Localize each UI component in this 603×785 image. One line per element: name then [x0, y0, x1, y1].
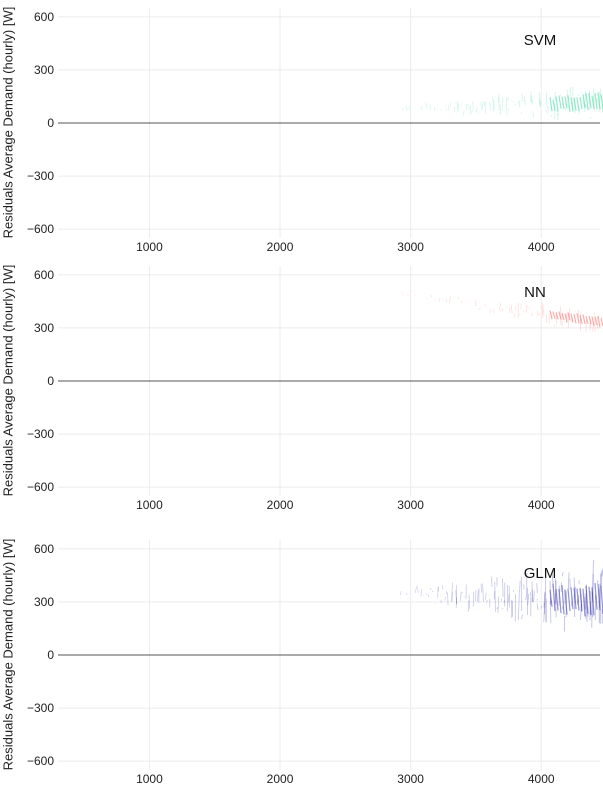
- series-segment: [554, 91, 556, 120]
- series-core-segment: [558, 95, 562, 109]
- series-segment: [483, 101, 486, 106]
- series-segment: [581, 91, 583, 94]
- series-segment: [475, 106, 478, 113]
- series-segment: [507, 96, 510, 102]
- series-segment: [532, 111, 535, 118]
- series-segment: [512, 101, 514, 103]
- series-segment: [429, 104, 432, 111]
- series-segment: [445, 108, 448, 111]
- series-segment: [577, 93, 580, 96]
- series-segment: [469, 105, 472, 115]
- series-segment: [425, 102, 427, 109]
- series-trace-svm: [402, 86, 603, 121]
- series-segment: [501, 97, 504, 111]
- series-segment: [523, 100, 525, 102]
- series-core-segment: [588, 92, 592, 109]
- series-core-segment: [576, 97, 580, 112]
- series-core-segment: [552, 99, 556, 111]
- series-segment: [493, 99, 495, 110]
- series-segment: [567, 104, 570, 110]
- series-segment: [524, 96, 526, 106]
- series-core-segment: [567, 95, 571, 112]
- series-core-segment: [579, 96, 583, 110]
- series-core-segment: [582, 94, 586, 109]
- series-core-segment: [570, 97, 574, 112]
- series-segment: [546, 110, 548, 115]
- series-segment: [589, 117, 592, 120]
- series-segment: [462, 109, 465, 116]
- series-core-segment: [561, 96, 565, 109]
- series-segment: [538, 92, 541, 107]
- series-segment: [472, 101, 474, 110]
- series-segment: [457, 103, 459, 112]
- series-segment: [530, 94, 532, 103]
- series-segment: [505, 97, 508, 111]
- series-segment: [584, 104, 587, 109]
- series-segment: [471, 109, 473, 113]
- series-core-segment: [549, 97, 553, 112]
- series-segment: [408, 106, 410, 110]
- series-core-segment: [573, 97, 577, 111]
- series-segment: [593, 95, 595, 112]
- series-core-segment: [597, 92, 601, 110]
- series-segment: [518, 100, 521, 108]
- series-segment: [481, 100, 484, 109]
- series-segment: [539, 98, 542, 108]
- series-core-segment: [591, 95, 595, 109]
- series-segment: [492, 96, 494, 113]
- series-segment: [557, 112, 559, 121]
- series-core-segment: [564, 96, 568, 109]
- series-core-segment: [555, 96, 559, 112]
- series-core-segment: [594, 92, 598, 110]
- series-segment: [584, 91, 586, 112]
- series-core-segment: [585, 93, 589, 111]
